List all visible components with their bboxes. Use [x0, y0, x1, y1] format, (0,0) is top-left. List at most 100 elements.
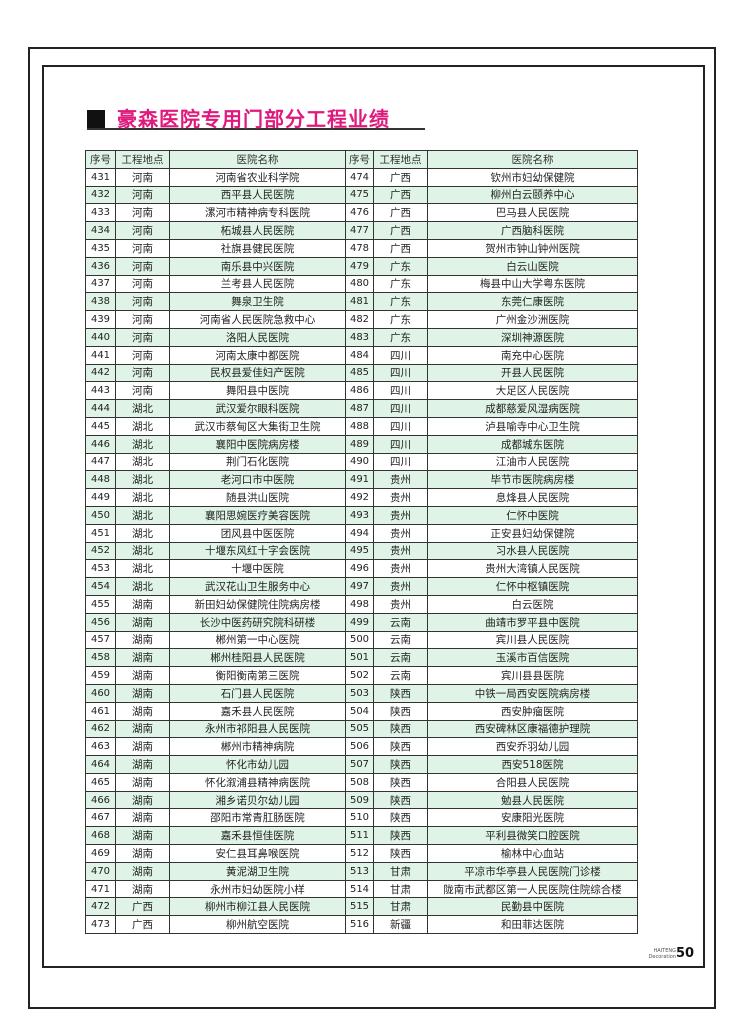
cell-hospital: 中铁一局西安医院病房楼: [427, 683, 638, 703]
cell-hospital: 衡阳衡南第三医院: [169, 666, 346, 685]
cell-hospital: 广西脑科医院: [427, 221, 638, 240]
cell-hospital: 石门县人民医院: [169, 683, 346, 703]
cell-hospital: 团风县中医医院: [169, 523, 346, 543]
cell-hospital: 荆门石化医院: [169, 452, 346, 472]
cell-hospital: 柘城县人民医院: [169, 221, 346, 240]
cell-no: 487: [345, 399, 374, 418]
table-row: 468 湖南 嘉禾县恒佳医院 511 陕西 平利县微笑口腔医院: [85, 826, 638, 846]
cell-hospital: 十堰中医院: [169, 559, 346, 579]
cell-no: 436: [85, 256, 116, 276]
table-row: 440 河南 洛阳人民医院 483 广东 深圳神源医院: [85, 327, 638, 347]
cell-location: 陕西: [373, 701, 428, 721]
cell-location: 广西: [115, 897, 170, 917]
cell-no: 507: [345, 755, 374, 774]
brand-line2: Decoration: [648, 954, 676, 960]
cell-location: 河南: [115, 167, 170, 187]
table-row: 437 河南 兰考县人民医院 480 广东 梅县中山大学粤东医院: [85, 274, 638, 294]
cell-no: 470: [85, 861, 116, 881]
table-row: 464 湖南 怀化市幼儿园 507 陕西 西安518医院: [85, 755, 638, 774]
cell-hospital: 玉溪市百信医院: [427, 648, 638, 668]
cell-hospital: 郴州桂阳县人民医院: [169, 648, 346, 668]
cell-no: 451: [85, 523, 116, 543]
table-row: 472 广西 柳州市柳江县人民医院 515 甘肃 民勤县中医院: [85, 897, 638, 917]
cell-no: 495: [345, 541, 374, 561]
cell-hospital: 兰考县人民医院: [169, 274, 346, 294]
header-hospital: 医院名称: [169, 150, 346, 169]
table-row: 452 湖北 十堰东风红十字会医院 495 贵州 习水县人民医院: [85, 541, 638, 561]
cell-no: 459: [85, 666, 116, 685]
cell-location: 河南: [115, 256, 170, 276]
cell-location: 贵州: [373, 577, 428, 596]
cell-no: 502: [345, 666, 374, 685]
table-row: 441 河南 河南太康中都医院 484 四川 南充中心医院: [85, 345, 638, 365]
cell-hospital: 仁怀中医院: [427, 505, 638, 525]
cell-hospital: 柳州市柳江县人民医院: [169, 897, 346, 917]
table-row: 469 湖南 安仁县耳鼻喉医院 512 陕西 榆林中心血站: [85, 844, 638, 863]
cell-location: 四川: [373, 363, 428, 383]
cell-location: 河南: [115, 238, 170, 258]
table-row: 454 湖北 武汉花山卫生服务中心 497 贵州 仁怀中枢镇医院: [85, 577, 638, 596]
cell-location: 四川: [373, 416, 428, 436]
cell-no: 449: [85, 488, 116, 507]
cell-location: 甘肃: [373, 861, 428, 881]
cell-no: 482: [345, 310, 374, 329]
table-row: 457 湖南 郴州第一中心医院 500 云南 宾川县人民医院: [85, 630, 638, 650]
cell-location: 湖南: [115, 808, 170, 828]
cell-no: 435: [85, 238, 116, 258]
page-title-block: 豪森医院专用门部分工程业绩: [87, 104, 425, 131]
cell-no: 443: [85, 381, 116, 401]
cell-location: 广西: [373, 185, 428, 205]
cell-no: 483: [345, 327, 374, 347]
table-row: 463 湖南 郴州市精神病院 506 陕西 西安乔羽幼儿园: [85, 737, 638, 757]
cell-no: 494: [345, 523, 374, 543]
cell-location: 河南: [115, 274, 170, 294]
cell-no: 442: [85, 363, 116, 383]
cell-location: 四川: [373, 399, 428, 418]
cell-hospital: 贵州大湾镇人民医院: [427, 559, 638, 579]
cell-no: 431: [85, 167, 116, 187]
cell-no: 484: [345, 345, 374, 365]
cell-no: 490: [345, 452, 374, 472]
cell-location: 湖北: [115, 541, 170, 561]
cell-location: 甘肃: [373, 897, 428, 917]
inner-frame: [42, 65, 705, 968]
page-number: 50: [676, 946, 695, 961]
cell-no: 505: [345, 719, 374, 739]
cell-no: 477: [345, 221, 374, 240]
cell-hospital: 平利县微笑口腔医院: [427, 826, 638, 846]
cell-location: 湖南: [115, 879, 170, 899]
cell-location: 湖北: [115, 434, 170, 454]
cell-no: 458: [85, 648, 116, 668]
cell-hospital: 陇南市武都区第一人民医院住院综合楼: [427, 879, 638, 899]
cell-location: 湖北: [115, 452, 170, 472]
cell-location: 贵州: [373, 594, 428, 614]
cell-hospital: 大足区人民医院: [427, 381, 638, 401]
cell-hospital: 郴州第一中心医院: [169, 630, 346, 650]
cell-hospital: 怀化市幼儿园: [169, 755, 346, 774]
cell-no: 500: [345, 630, 374, 650]
cell-hospital: 白云医院: [427, 594, 638, 614]
table-row: 434 河南 柘城县人民医院 477 广西 广西脑科医院: [85, 221, 638, 240]
cell-hospital: 河南省农业科学院: [169, 167, 346, 187]
cell-location: 陕西: [373, 719, 428, 739]
cell-no: 478: [345, 238, 374, 258]
cell-hospital: 舞泉卫生院: [169, 292, 346, 312]
cell-hospital: 西安乔羽幼儿园: [427, 737, 638, 757]
projects-table: 序号 工程地点 医院名称 序号 工程地点 医院名称 431 河南 河南省农业科学院 4…: [85, 150, 638, 935]
table-row: 436 河南 南乐县中兴医院 479 广东 白云山医院: [85, 256, 638, 276]
cell-hospital: 巴马县人民医院: [427, 203, 638, 223]
cell-location: 湖南: [115, 772, 170, 792]
cell-location: 河南: [115, 310, 170, 329]
cell-hospital: 永州市妇幼医院小样: [169, 879, 346, 899]
cell-no: 476: [345, 203, 374, 223]
cell-no: 511: [345, 826, 374, 846]
table-header-row: 序号 工程地点 医院名称 序号 工程地点 医院名称: [85, 150, 638, 169]
cell-no: 471: [85, 879, 116, 899]
cell-location: 陕西: [373, 683, 428, 703]
cell-location: 广西: [373, 238, 428, 258]
cell-hospital: 息烽县人民医院: [427, 488, 638, 507]
cell-no: 472: [85, 897, 116, 917]
cell-hospital: 宾川县县医院: [427, 666, 638, 685]
cell-location: 湖北: [115, 399, 170, 418]
cell-no: 492: [345, 488, 374, 507]
